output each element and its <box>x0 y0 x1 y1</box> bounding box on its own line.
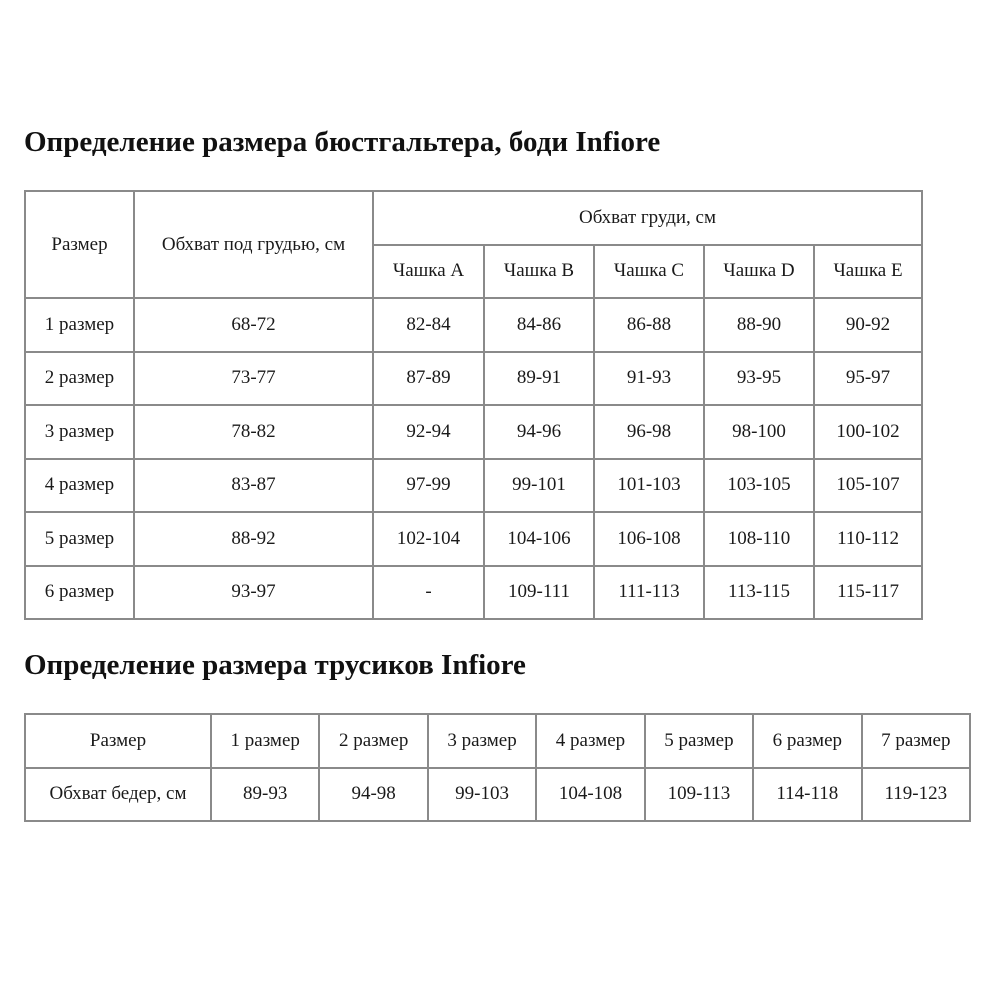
table-cell: 99-103 <box>426 766 538 822</box>
table-cell: 110-112 <box>812 511 924 567</box>
table-cell: 87-89 <box>372 350 485 406</box>
table-cell: 4 размер <box>535 713 646 769</box>
table-header-row: Размер Обхват под грудью, см Обхват груд… <box>24 190 924 299</box>
table-cell: 1 размер <box>209 713 321 769</box>
table-cell: 68-72 <box>133 297 374 353</box>
table-cell: 104-108 <box>535 766 646 822</box>
table-cell: 104-106 <box>483 511 595 567</box>
panties-size-table: Размер 1 размер 2 размер 3 размер 4 размер 5 … <box>24 713 972 822</box>
table-row: 4 размер 83-87 97-99 99-101 101-103 103-105 10… <box>24 457 924 513</box>
table-cell: 88-92 <box>133 511 374 567</box>
table-cell: 5 размер <box>24 511 135 567</box>
table-cell: 108-110 <box>703 511 815 567</box>
header-underbust: Обхват под грудью, см <box>133 190 374 299</box>
table-cell: 3 размер <box>24 404 135 460</box>
table-cell: 92-94 <box>372 404 485 460</box>
table-cell: 100-102 <box>812 404 924 460</box>
table-header-row: Размер 1 размер 2 размер 3 размер 4 размер 5 … <box>24 713 972 769</box>
table-cell: 6 размер <box>24 564 135 620</box>
table-cell: 106-108 <box>593 511 705 567</box>
table-cell: 97-99 <box>372 457 485 513</box>
table-cell: 93-97 <box>133 564 374 620</box>
table-row: 3 размер 78-82 92-94 94-96 96-98 98-100 100-10… <box>24 404 924 460</box>
table-cell: 119-123 <box>860 766 972 822</box>
table-cell: 89-91 <box>483 350 595 406</box>
table-cell: 83-87 <box>133 457 374 513</box>
table-cell: Размер <box>24 713 212 769</box>
table-cell: 93-95 <box>703 350 815 406</box>
table-cell: 109-111 <box>483 564 595 620</box>
table-cell: 6 размер <box>752 713 863 769</box>
table-cell: - <box>372 564 485 620</box>
table-cell: 5 размер <box>643 713 755 769</box>
table-cell: 4 размер <box>24 457 135 513</box>
table-row: Обхват бедер, см 89-93 94-98 99-103 104-108 1… <box>24 766 972 822</box>
header-size: Размер <box>24 190 135 299</box>
table-cup-header-row: Чашка A Чашка B Чашка C Чашка D Чашка E <box>25 243 924 299</box>
table-cell: 1 размер <box>24 297 135 353</box>
table-cell: 73-77 <box>133 350 374 406</box>
bra-size-table: Размер Обхват под грудью, см Обхват груд… <box>24 190 924 620</box>
table-cell: 78-82 <box>133 404 374 460</box>
table-cell: 111-113 <box>593 564 705 620</box>
table-cell: 113-115 <box>703 564 815 620</box>
table-cell: 102-104 <box>372 511 485 567</box>
panties-size-title: Определение размера трусиков Infiore <box>24 649 526 681</box>
table-cell: 90-92 <box>812 297 924 353</box>
table-cell: 2 размер <box>24 350 135 406</box>
table-cell: 82-84 <box>372 297 485 353</box>
table-cell: 99-101 <box>483 457 595 513</box>
table-cell: 115-117 <box>812 564 924 620</box>
table-cell: 101-103 <box>593 457 705 513</box>
bra-size-title: Определение размера бюстгальтера, боди I… <box>24 126 661 158</box>
table-cell: 84-86 <box>483 297 595 353</box>
header-cup: Чашка D <box>703 243 815 299</box>
table-cell: 94-96 <box>483 404 595 460</box>
header-cup: Чашка B <box>483 243 595 299</box>
header-cup: Чашка E <box>812 243 924 299</box>
table-row: 5 размер 88-92 102-104 104-106 106-108 108-11… <box>24 511 924 567</box>
table-cell: 2 размер <box>318 713 429 769</box>
table-cell: 88-90 <box>703 297 815 353</box>
table-cell: 95-97 <box>812 350 924 406</box>
table-cell: 114-118 <box>752 766 863 822</box>
table-cell: Обхват бедер, см <box>24 766 212 822</box>
table-row: 6 размер 93-97-109-111 111-113 113-115 115-1… <box>24 564 924 620</box>
header-cup: Чашка C <box>593 243 705 299</box>
table-cell: 91-93 <box>593 350 705 406</box>
table-row: 1 размер 68-72 82-84 84-86 86-88 88-90 90-92 <box>24 297 924 353</box>
header-cup: Чашка A <box>372 243 485 299</box>
header-bust: Обхват груди, см <box>371 190 924 246</box>
table-cell: 109-113 <box>643 766 755 822</box>
table-cell: 89-93 <box>209 766 321 822</box>
table-cell: 105-107 <box>812 457 924 513</box>
table-cell: 7 размер <box>860 713 972 769</box>
table-cell: 98-100 <box>703 404 815 460</box>
table-cell: 86-88 <box>593 297 705 353</box>
table-cell: 94-98 <box>318 766 429 822</box>
table-cell: 96-98 <box>593 404 705 460</box>
table-cell: 3 размер <box>426 713 538 769</box>
table-row: 2 размер 73-77 87-89 89-91 91-93 93-95 95-97 <box>24 350 924 406</box>
table-cell: 103-105 <box>703 457 815 513</box>
